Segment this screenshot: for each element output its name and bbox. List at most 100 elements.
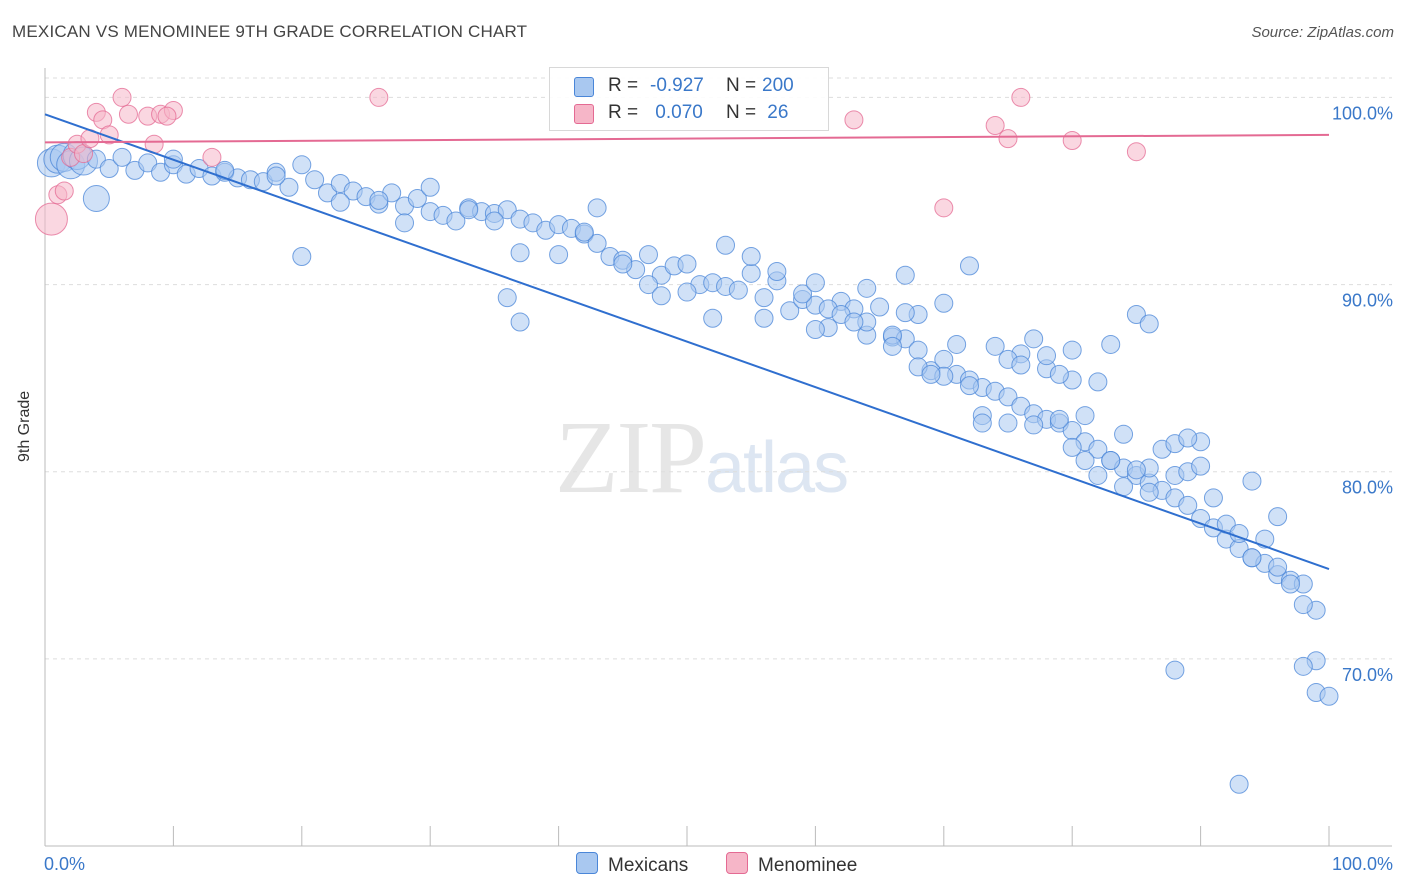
point-mexicans	[1319, 686, 1339, 706]
y-tick-label: 80.0%	[1342, 478, 1393, 498]
stats-legend-row-menominee: R = 0.070 N = 26	[550, 101, 828, 127]
point-mexicans	[1075, 450, 1095, 470]
n-value: 26	[762, 102, 789, 123]
watermark: ZIPatlas	[555, 398, 849, 517]
legend-swatch-menominee	[726, 852, 748, 874]
y-tick-label: 100.0%	[1332, 103, 1393, 123]
point-mexicans	[1088, 439, 1108, 459]
point-mexicans	[1293, 656, 1313, 676]
point-mexicans	[574, 222, 594, 242]
point-mexicans	[1178, 428, 1198, 448]
r-label: R =	[608, 75, 644, 96]
point-mexicans	[497, 288, 517, 308]
point-mexicans	[754, 288, 774, 308]
r-label: R =	[608, 102, 644, 123]
n-label: N =	[726, 75, 762, 96]
point-mexicans	[754, 308, 774, 328]
n-label: N =	[726, 102, 762, 123]
point-mexicans	[934, 293, 954, 313]
point-mexicans	[1049, 409, 1069, 429]
point-mexicans	[549, 245, 569, 265]
point-mexicans	[895, 303, 915, 323]
point-mexicans	[1242, 548, 1262, 568]
point-mexicans	[921, 364, 941, 384]
legend-label-mexicans: Mexicans	[608, 855, 689, 876]
y-tick-label: 70.0%	[1342, 665, 1393, 685]
point-mexicans	[1037, 346, 1057, 366]
point-mexicans	[741, 247, 761, 266]
point-mexicans	[1229, 774, 1249, 794]
point-mexicans	[1049, 364, 1069, 384]
point-mexicans	[1062, 340, 1082, 360]
point-mexicans	[651, 265, 671, 285]
point-mexicans	[1126, 460, 1146, 480]
point-menominee	[54, 181, 74, 201]
point-mexicans	[330, 192, 350, 212]
point-mexicans	[908, 340, 928, 360]
y-axis-label: 9th Grade	[16, 390, 33, 462]
point-menominee	[34, 202, 68, 236]
point-menominee	[1062, 130, 1082, 150]
point-mexicans	[369, 190, 389, 210]
point-mexicans	[292, 155, 312, 175]
point-mexicans	[1088, 372, 1108, 392]
point-mexicans	[587, 198, 607, 218]
source-label: Source: ZipAtlas.com	[1251, 24, 1394, 41]
point-menominee	[202, 147, 222, 167]
point-mexicans	[1280, 574, 1300, 594]
point-mexicans	[1139, 314, 1159, 334]
point-mexicans	[446, 211, 466, 231]
r-value: 0.070	[650, 102, 703, 123]
point-mexicans	[934, 349, 954, 369]
trendline-mexicans	[44, 113, 1330, 570]
point-mexicans	[587, 233, 607, 253]
point-mexicans	[1293, 595, 1313, 615]
point-mexicans	[497, 200, 517, 220]
point-mexicans	[1024, 329, 1044, 349]
point-menominee	[112, 87, 132, 107]
point-mexicans	[716, 235, 736, 255]
point-mexicans	[420, 177, 440, 197]
point-mexicans	[292, 247, 312, 266]
point-mexicans	[1191, 456, 1211, 476]
point-mexicans	[805, 319, 825, 339]
point-mexicans	[395, 213, 415, 233]
point-mexicans	[82, 184, 110, 212]
watermark-atlas: atlas	[705, 428, 849, 508]
point-mexicans	[279, 177, 299, 197]
point-mexicans	[305, 170, 325, 190]
point-mexicans	[1203, 488, 1223, 508]
r-value: -0.927	[650, 75, 704, 96]
trendline-menominee	[44, 133, 1330, 144]
watermark-zip: ZIP	[555, 400, 707, 515]
point-mexicans	[317, 183, 337, 203]
point-mexicans	[1088, 465, 1108, 485]
stats-legend-row-mexicans: R = -0.927 N = 200	[550, 74, 828, 100]
point-mexicans	[613, 254, 633, 274]
point-mexicans	[1139, 482, 1159, 502]
point-mexicans	[510, 312, 530, 332]
point-mexicans	[793, 284, 813, 304]
point-menominee	[118, 104, 138, 124]
point-mexicans	[1126, 305, 1146, 325]
point-mexicans	[1178, 495, 1198, 515]
legend-item-mexicans: Mexicans	[576, 852, 688, 876]
point-mexicans	[638, 275, 658, 295]
point-mexicans	[510, 243, 530, 263]
point-mexicans	[638, 245, 658, 265]
point-mexicans	[998, 387, 1018, 407]
point-mexicans	[1268, 557, 1288, 577]
point-mexicans	[407, 188, 427, 208]
point-menominee	[157, 106, 177, 126]
n-value: 200	[762, 75, 794, 96]
point-mexicans	[1101, 334, 1121, 354]
point-mexicans	[1268, 507, 1288, 527]
point-mexicans	[215, 160, 235, 180]
point-mexicans	[677, 282, 697, 302]
point-mexicans	[741, 263, 761, 283]
point-mexicans	[703, 308, 723, 328]
point-mexicans	[959, 256, 979, 276]
point-mexicans	[1114, 424, 1134, 444]
point-mexicans	[857, 278, 877, 298]
point-mexicans	[484, 211, 504, 231]
